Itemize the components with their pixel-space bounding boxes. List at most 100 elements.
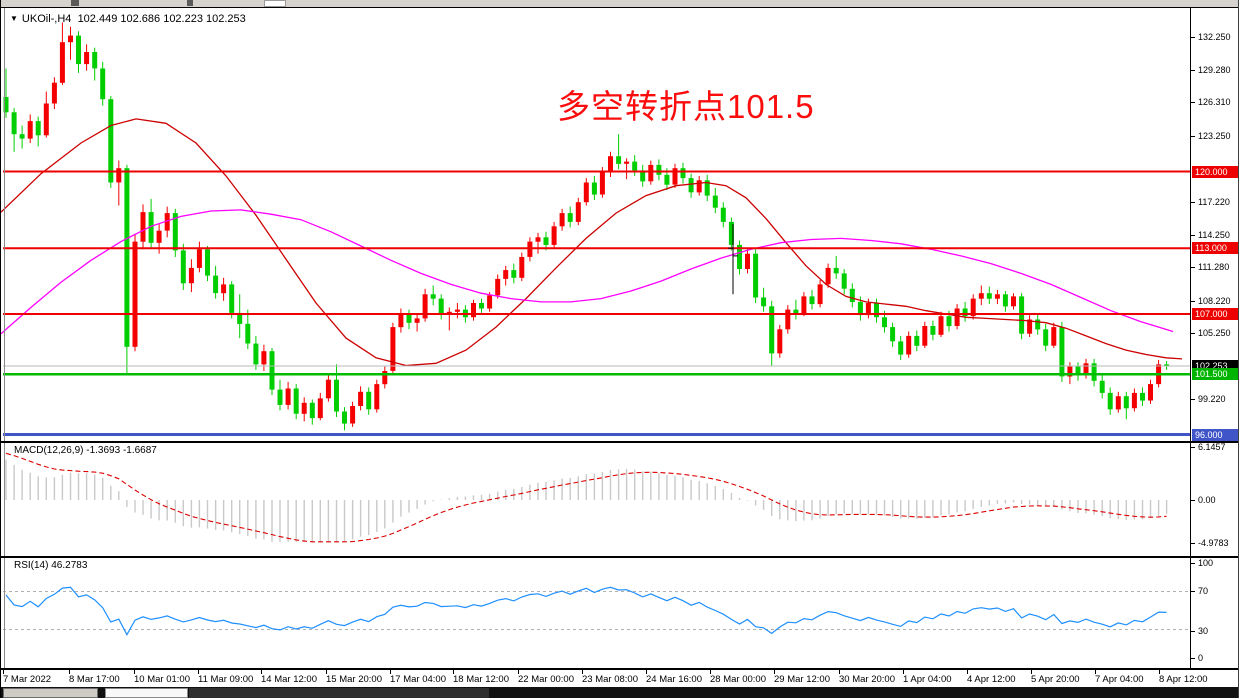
main-chart-panel[interactable]: ▼ UKOil-,H4 102.449 102.686 102.223 102.2…	[1, 8, 1190, 441]
horizontal-lines-layer	[3, 170, 1190, 436]
time-tick	[646, 670, 647, 674]
rsi-chart	[3, 586, 1190, 636]
macd-scale-label: 0.00	[1198, 495, 1216, 505]
axis-tick	[1191, 333, 1195, 334]
axis-tick	[1191, 301, 1195, 302]
time-label: 5 Apr 20:00	[1031, 674, 1080, 685]
axis-tick	[1191, 658, 1195, 659]
time-label: 22 Mar 00:00	[518, 674, 574, 685]
macd-histogram	[5, 459, 1168, 542]
axis-tick	[1191, 563, 1195, 564]
macd-panel[interactable]: MACD(12,26,9) -1.3693 -1.6687	[1, 443, 1190, 556]
time-label: 1 Apr 04:00	[903, 674, 952, 685]
rsi-scale-label: 30	[1198, 626, 1209, 636]
crosshair-marker	[728, 224, 738, 295]
candles-layer	[3, 22, 1170, 431]
time-label: 15 Mar 20:00	[326, 674, 382, 685]
time-label: 29 Mar 12:00	[774, 674, 830, 685]
axis-tick	[1191, 235, 1195, 236]
time-tick	[453, 670, 454, 674]
macd-scale-label: -4.9783	[1198, 538, 1229, 548]
axis-tick	[1191, 37, 1195, 38]
panel-separator	[1, 668, 1238, 670]
macd-label: MACD(12,26,9) -1.3693 -1.6687	[14, 445, 157, 456]
time-tick	[69, 670, 70, 674]
toolbar-fragment	[264, 0, 286, 7]
window-divider	[1, 7, 1238, 8]
price-label: 132.250	[1198, 32, 1231, 42]
rsi-scale-label: 0	[1198, 653, 1204, 663]
axis-tick	[1191, 500, 1195, 501]
time-tick	[134, 670, 135, 674]
time-tick	[261, 670, 262, 674]
time-label: 7 Apr 04:00	[1095, 674, 1144, 685]
panel-separator[interactable]	[1, 556, 1238, 558]
macd-scale-label: 6.1457	[1198, 442, 1226, 452]
price-label: 105.250	[1198, 328, 1231, 338]
chart-text-annotation[interactable]: 多空转折点101.5	[557, 88, 815, 125]
axis-tick	[1191, 70, 1195, 71]
time-tick	[326, 670, 327, 674]
price-badge: 101.500	[1192, 368, 1238, 380]
time-tick	[198, 670, 199, 674]
time-label: 24 Mar 16:00	[646, 674, 702, 685]
axis-tick	[1191, 267, 1195, 268]
time-label: 14 Mar 12:00	[261, 674, 317, 685]
time-tick	[390, 670, 391, 674]
price-label: 117.220	[1198, 197, 1230, 207]
price-axis[interactable]: 132.250 129.280 126.310 123.250 117.220 114.2…	[1190, 8, 1238, 668]
time-tick	[903, 670, 904, 674]
taskbar-tab[interactable]	[105, 688, 188, 698]
time-tick	[774, 670, 775, 674]
axis-tick	[1191, 543, 1195, 544]
axis-tick	[1191, 399, 1195, 400]
taskbar-segment	[189, 688, 489, 698]
time-tick	[1031, 670, 1032, 674]
time-label: 28 Mar 00:00	[710, 674, 766, 685]
time-tick	[518, 670, 519, 674]
axis-tick	[1191, 202, 1195, 203]
time-label: 7 Mar 2022	[3, 674, 52, 685]
time-label: 11 Mar 09:00	[198, 674, 254, 685]
toolbar-fragment	[71, 0, 79, 6]
rsi-scale-label: 100	[1198, 558, 1214, 568]
rsi-label: RSI(14) 46.2783	[14, 560, 88, 571]
ohlc-readout: 102.449 102.686 102.223 102.253	[77, 13, 246, 25]
symbol-label: UKOil-,H4	[21, 13, 72, 25]
time-tick	[710, 670, 711, 674]
price-badge: 107.000	[1192, 308, 1238, 320]
rsi-line	[5, 586, 1167, 636]
rsi-scale-label: 70	[1198, 586, 1209, 596]
candlestick-chart[interactable]	[1, 8, 1190, 441]
price-label: 123.250	[1198, 131, 1231, 141]
time-tick	[582, 670, 583, 674]
time-label: 10 Mar 01:00	[134, 674, 190, 685]
panel-separator[interactable]	[1, 441, 1238, 443]
price-label: 114.250	[1198, 230, 1230, 240]
macd-chart	[5, 452, 1168, 543]
time-tick	[1095, 670, 1096, 674]
time-label: 18 Mar 12:00	[453, 674, 509, 685]
price-badge: 113.000	[1192, 242, 1238, 254]
toolbar-remnant	[1, 0, 1238, 7]
axis-tick	[1191, 631, 1195, 632]
price-label: 99.220	[1198, 394, 1226, 404]
price-label: 108.220	[1198, 296, 1231, 306]
symbol-header: ▼ UKOil-,H4 102.449 102.686 102.223 102.2…	[10, 13, 246, 25]
rsi-panel[interactable]: RSI(14) 46.2783	[1, 558, 1190, 668]
time-tick	[967, 670, 968, 674]
time-axis[interactable]: 7 Mar 2022 8 Mar 17:00 10 Mar 01:00 11 Mar …	[1, 670, 1238, 687]
time-label: 8 Apr 12:00	[1159, 674, 1208, 685]
price-label: 111.280	[1198, 262, 1230, 272]
chevron-down-icon[interactable]: ▼	[10, 14, 18, 23]
axis-tick	[1191, 102, 1195, 103]
time-label: 23 Mar 08:00	[582, 674, 638, 685]
axis-tick	[1191, 591, 1195, 592]
rsi-levels	[3, 591, 1190, 630]
time-label: 30 Mar 20:00	[839, 674, 895, 685]
window-bottom-tabs	[1, 687, 1238, 698]
axis-tick	[1191, 447, 1195, 448]
axis-tick	[1191, 136, 1195, 137]
taskbar-tab[interactable]	[3, 688, 98, 698]
